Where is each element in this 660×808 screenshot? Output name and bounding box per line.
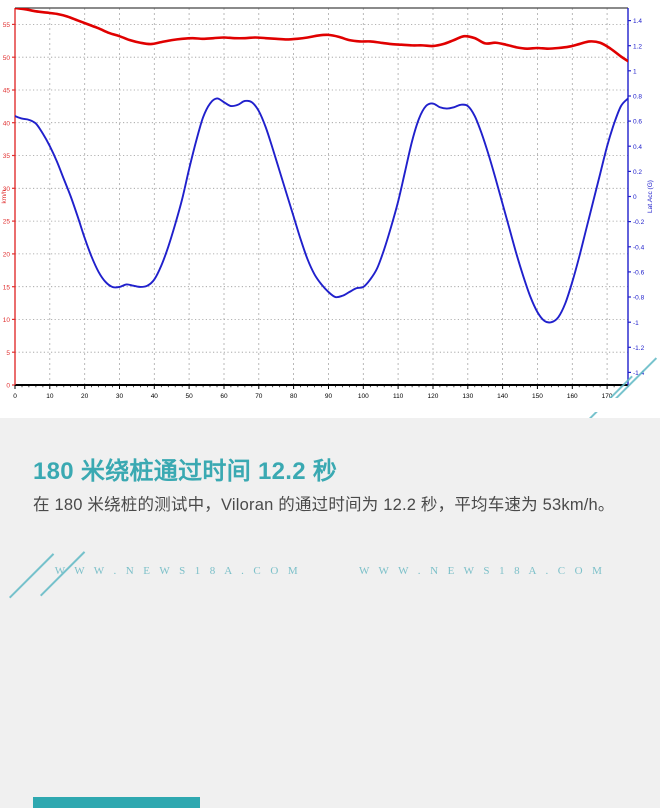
y-tick-label-left: 45 (3, 88, 11, 95)
x-tick-label: 140 (497, 393, 508, 400)
y-tick-label-left: 15 (3, 284, 11, 291)
y-tick-label-right: -1.2 (633, 345, 645, 352)
series-line-lat-acc (15, 97, 628, 324)
x-tick-label: 20 (81, 393, 89, 400)
y-tick-label-left: 35 (3, 153, 11, 160)
y-tick-label-right: 0.4 (633, 144, 642, 151)
x-tick-label: 80 (290, 393, 298, 400)
y-tick-label-left: 25 (3, 219, 11, 226)
x-tick-label: 110 (393, 393, 404, 400)
progress-bar-track (0, 398, 660, 808)
x-tick-label: 120 (428, 393, 439, 400)
y-tick-label-right: 1.4 (633, 18, 642, 25)
caption-headline: 180 米绕桩通过时间 12.2 秒 (33, 458, 338, 485)
y-tick-label-right: 0.6 (633, 119, 642, 126)
y-tick-label-right: -0.8 (633, 295, 645, 302)
series-line-speed (15, 8, 628, 63)
x-tick-label: 160 (567, 393, 578, 400)
telemetry-chart: 0510152025303540455055-1.4-1.2-1-0.8-0.6… (1, 7, 654, 412)
y-tick-label-left: 30 (3, 186, 11, 193)
y-tick-label-right: 0 (633, 194, 637, 201)
y-tick-label-right: 0.2 (633, 169, 642, 176)
y-tick-label-left: 20 (3, 251, 11, 258)
y-tick-label-left: 40 (3, 120, 11, 127)
x-tick-label: 170 (602, 393, 613, 400)
x-tick-label: 90 (325, 393, 333, 400)
caption-block: 180 米绕桩通过时间 12.2 秒 在 180 米绕桩的测试中，Viloran… (0, 418, 660, 600)
x-tick-label: 10 (46, 393, 54, 400)
x-tick-label: 60 (220, 393, 228, 400)
y-tick-label-right: -0.6 (633, 270, 645, 277)
x-tick-label: 50 (186, 393, 194, 400)
x-tick-label: 30 (116, 393, 124, 400)
y-tick-label-left: 5 (6, 350, 10, 357)
x-tick-label: 100 (358, 393, 369, 400)
y-tick-label-left: 50 (3, 55, 11, 62)
series-group (15, 8, 628, 324)
x-tick-label: 150 (532, 393, 543, 400)
y-tick-label-right: 0.8 (633, 94, 642, 101)
y-tick-label-right: 1 (633, 68, 637, 75)
chart-panel: 0510152025303540455055-1.4-1.2-1-0.8-0.6… (0, 0, 660, 418)
y-tick-label-right: -0.2 (633, 219, 645, 226)
y-axis-label-left: km/h (1, 189, 8, 203)
y-tick-label-left: 10 (3, 317, 11, 324)
y-tick-label-right: -0.4 (633, 244, 645, 251)
x-tick-label: 70 (255, 393, 263, 400)
caption-body: 在 180 米绕桩的测试中，Viloran 的通过时间为 12.2 秒，平均车速… (33, 496, 615, 514)
x-tick-label: 0 (13, 393, 17, 400)
y-tick-label-right: -1 (633, 320, 639, 327)
y-tick-label-right: 1.2 (633, 43, 642, 50)
y-tick-label-left: 55 (3, 22, 11, 29)
plot-background (15, 8, 628, 385)
x-tick-label: 40 (151, 393, 159, 400)
progress-bar-fill (33, 797, 200, 808)
x-tick-label: 130 (462, 393, 473, 400)
y-axis-label-right: Lat.Acc (G) (647, 180, 654, 213)
y-tick-label-left: 0 (6, 383, 10, 390)
